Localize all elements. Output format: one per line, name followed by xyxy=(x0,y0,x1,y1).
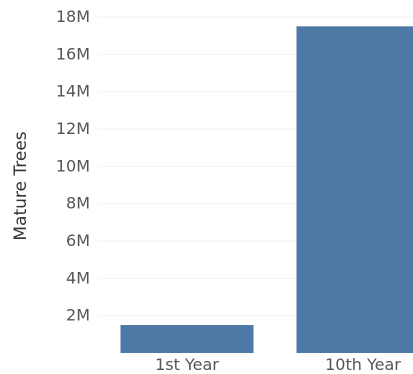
y-tick-label: 18M xyxy=(56,7,90,26)
grid-lines xyxy=(98,16,413,317)
y-tick-label: 4M xyxy=(66,268,90,287)
y-axis-tick-labels: 2M 4M 6M 8M 10M 12M 14M 16M 18M xyxy=(56,7,90,325)
y-tick-label: 2M xyxy=(66,306,90,325)
bars xyxy=(120,26,413,353)
x-axis-tick-labels: 1st Year 10th Year xyxy=(155,355,401,374)
x-tick-label: 10th Year xyxy=(325,355,401,374)
y-axis-title: Mature Trees xyxy=(11,131,31,240)
y-tick-label: 10M xyxy=(56,156,90,175)
y-tick-label: 12M xyxy=(56,119,90,138)
y-tick-label: 14M xyxy=(56,82,90,101)
y-tick-label: 16M xyxy=(56,44,90,63)
x-tick-label: 1st Year xyxy=(155,355,219,374)
y-tick-label: 6M xyxy=(66,231,90,250)
bar-2 xyxy=(296,26,413,353)
bar-1 xyxy=(120,325,254,353)
y-tick-label: 8M xyxy=(66,194,90,213)
